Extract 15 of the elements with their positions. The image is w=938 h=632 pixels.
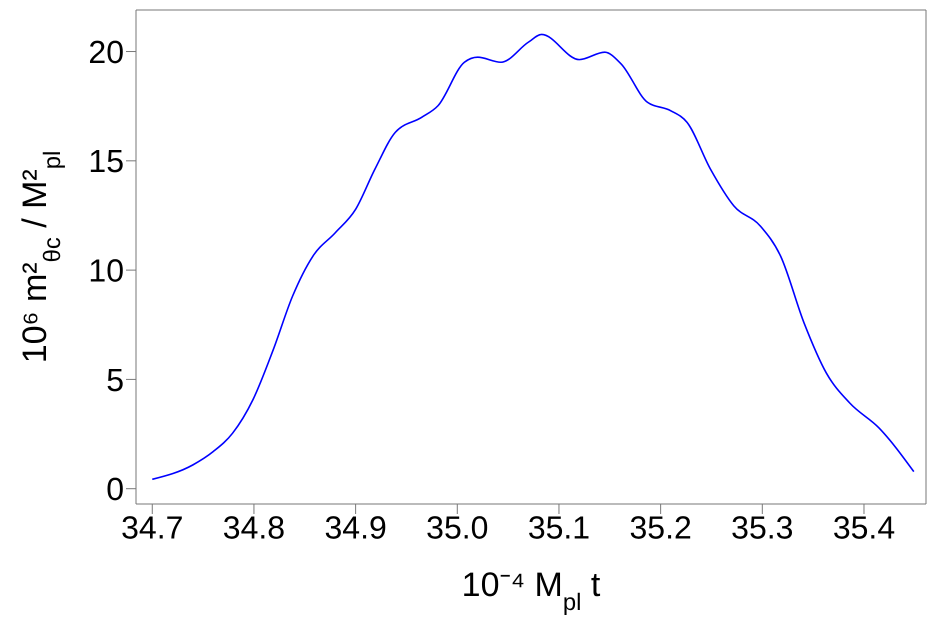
y-tick-label: 10 [88, 252, 124, 288]
x-tick-label: 35.1 [528, 510, 590, 546]
x-tick-label: 34.8 [222, 510, 286, 546]
x-tick-label: 34.7 [121, 510, 184, 546]
line-series [151, 34, 915, 480]
x-tick-label: 35.0 [426, 510, 488, 546]
x-tick-label: 35.4 [832, 510, 896, 546]
y-tick-label: 20 [88, 34, 124, 70]
x-tick-label: 34.9 [324, 510, 387, 546]
y-tick-label: 15 [88, 143, 124, 180]
x-tick-label: 35.3 [731, 510, 794, 546]
x-tick-label: 35.2 [629, 510, 692, 546]
y-tick-label: 5 [106, 362, 124, 398]
y-tick-label: 0 [106, 471, 124, 508]
x-axis-title: 10⁻⁴ M$_{pl}$ t [462, 566, 601, 616]
